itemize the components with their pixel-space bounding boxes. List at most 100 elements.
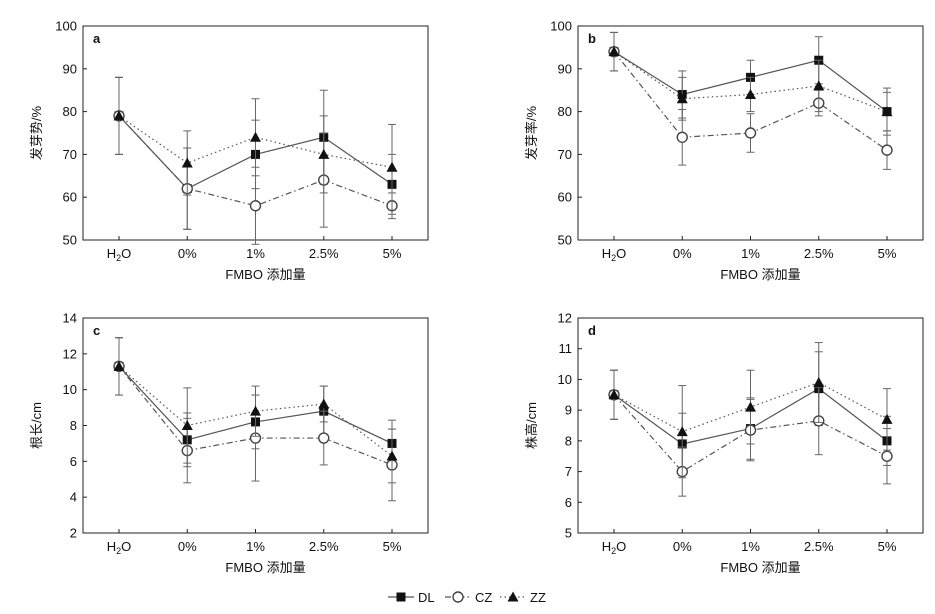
x-tick-label: H2O	[107, 539, 132, 556]
legend-label: ZZ	[530, 590, 546, 605]
x-axis-title: FMBO 添加量	[720, 560, 800, 575]
chart-panel-a: 50 60 70 80 90 100 H2O 0% 1% 2.5% 5% FMBO 添加量 发芽势/% a	[29, 19, 429, 282]
chart-panel-b: 50 60 70 80 90 100 H2O 0% 1% 2.5% 5% FMBO 添加量 发芽率/% b	[524, 19, 924, 282]
x-tick-label: 1%	[741, 539, 760, 554]
y-tick-label: 80	[558, 104, 572, 119]
y-tick-label: 4	[70, 490, 77, 505]
x-tick-label: 1%	[246, 539, 265, 554]
series-zz	[608, 342, 893, 479]
series-line-zz	[613, 381, 888, 433]
legend-item-zz: ZZ	[500, 590, 546, 605]
y-tick-label: 5	[565, 526, 572, 541]
legend-marker	[507, 591, 519, 602]
data-point-zz	[318, 398, 330, 409]
chart-panel-d: 5 6 7 8 9 10 11 12 H2O 0% 1% 2.5% 5% FMBO 添加量 株高/cm d	[524, 311, 924, 575]
y-tick-label: 2	[70, 526, 77, 541]
legend-item-cz: CZ	[445, 590, 492, 605]
y-tick-label: 50	[63, 233, 77, 248]
data-point-zz	[250, 405, 261, 416]
x-tick-label: H2O	[602, 539, 627, 556]
data-point-cz	[881, 450, 893, 462]
series-zz	[608, 31, 893, 132]
panel-letter: a	[93, 31, 101, 46]
data-point-zz	[181, 420, 193, 430]
y-tick-label: 12	[558, 311, 572, 326]
x-tick-label: 5%	[383, 246, 402, 261]
series-line-zz	[613, 51, 888, 113]
y-tick-label: 12	[63, 346, 77, 361]
x-tick-label: 5%	[383, 539, 402, 554]
series-zz	[113, 337, 398, 484]
data-point-zz	[113, 360, 125, 371]
x-axis-title: FMBO 添加量	[720, 267, 800, 282]
x-tick-label: 5%	[878, 539, 897, 554]
data-point-zz	[676, 93, 688, 104]
legend-item-dl: DL	[388, 590, 435, 605]
panel-letter: d	[588, 323, 596, 338]
y-tick-label: 14	[63, 311, 77, 326]
x-tick-label: H2O	[107, 246, 132, 263]
y-tick-label: 60	[63, 190, 77, 205]
x-tick-label: 2.5%	[309, 539, 339, 554]
data-point-zz	[386, 161, 398, 172]
data-point-zz	[113, 110, 125, 121]
y-axis-title: 发芽率/%	[524, 105, 539, 160]
x-tick-label: 1%	[246, 246, 265, 261]
x-tick-label: H2O	[602, 246, 627, 263]
x-tick-label: 2.5%	[804, 246, 834, 261]
legend-label: CZ	[475, 590, 492, 605]
legend-marker	[452, 591, 464, 603]
y-tick-label: 90	[558, 61, 572, 76]
y-tick-label: 8	[565, 433, 572, 448]
panels-container: 50 60 70 80 90 100 H2O 0% 1% 2.5% 5% FMBO 添加量 发芽势/% a…	[29, 19, 924, 575]
series-line-cz	[613, 394, 888, 473]
data-point-zz	[813, 377, 825, 387]
data-point-zz	[813, 80, 825, 91]
y-tick-label: 80	[63, 104, 77, 119]
y-tick-label: 11	[559, 341, 573, 356]
x-tick-label: 5%	[878, 246, 897, 261]
y-tick-label: 60	[558, 190, 572, 205]
data-point-zz	[608, 46, 620, 57]
y-axis-title: 株高/cm	[524, 402, 539, 449]
data-point-zz	[676, 426, 688, 437]
y-tick-label: 10	[558, 372, 572, 387]
y-tick-label: 50	[558, 233, 572, 248]
x-tick-label: 0%	[178, 246, 197, 261]
y-tick-label: 6	[70, 454, 77, 469]
y-tick-label: 10	[63, 382, 77, 397]
legend-label: DL	[418, 590, 435, 605]
data-point-cz	[249, 200, 262, 212]
y-tick-label: 7	[565, 464, 572, 479]
data-point-cz	[676, 131, 688, 143]
series-line-zz	[118, 115, 393, 168]
panel-letter: c	[93, 323, 100, 338]
x-axis-title: FMBO 添加量	[225, 267, 305, 282]
x-tick-label: 1%	[741, 246, 760, 261]
x-tick-label: 0%	[673, 539, 692, 554]
y-tick-label: 8	[70, 418, 77, 433]
data-point-zz	[386, 450, 398, 461]
legend: DL CZ ZZ	[388, 590, 546, 605]
data-point-zz	[881, 413, 893, 424]
data-point-zz	[745, 88, 756, 99]
x-axis-title: FMBO 添加量	[225, 560, 305, 575]
data-point-zz	[318, 148, 330, 159]
chart-panel-c: 2 4 6 8 10 12 14 H2O 0% 1% 2.5% 5% FMBO 添加量 根长/cm c	[29, 311, 429, 575]
y-tick-label: 9	[565, 403, 572, 418]
x-tick-label: 0%	[178, 539, 197, 554]
x-tick-label: 0%	[673, 246, 692, 261]
data-point-cz	[318, 432, 330, 444]
data-point-cz	[881, 144, 893, 156]
series-line-zz	[118, 365, 393, 457]
data-point-zz	[881, 106, 893, 117]
data-point-cz	[744, 127, 757, 139]
y-tick-label: 100	[55, 19, 77, 34]
data-point-zz	[250, 131, 261, 142]
data-point-zz	[745, 401, 756, 412]
y-axis-title: 根长/cm	[29, 402, 44, 449]
legend-marker	[396, 592, 406, 602]
panel-letter: b	[588, 31, 596, 46]
y-tick-label: 70	[63, 147, 77, 162]
